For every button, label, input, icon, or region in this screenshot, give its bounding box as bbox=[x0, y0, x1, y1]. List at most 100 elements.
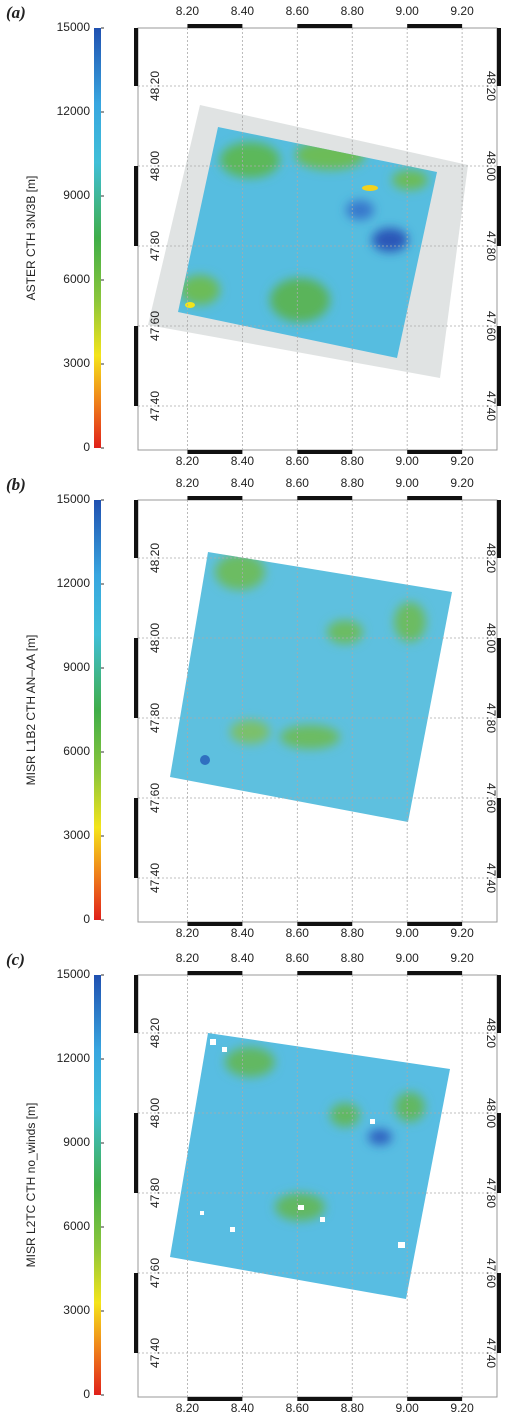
x-tick-label: 8.60 bbox=[286, 926, 310, 940]
frame-bar bbox=[497, 326, 501, 406]
y-tick-label: 48.20 bbox=[148, 1018, 162, 1048]
y-tick-label: 47.60 bbox=[484, 311, 498, 341]
colorbar bbox=[94, 500, 101, 920]
colorbar-tick-label: 6000 bbox=[63, 1219, 90, 1233]
frame-bar bbox=[297, 24, 353, 28]
panel-label: (a) bbox=[6, 3, 26, 22]
colorbar-tick-label: 12000 bbox=[57, 1051, 91, 1065]
y-tick-label: 47.40 bbox=[484, 863, 498, 893]
frame-bar bbox=[297, 450, 353, 454]
x-tick-label: 9.20 bbox=[450, 951, 474, 965]
y-tick-label: 47.80 bbox=[148, 1178, 162, 1208]
x-tick-label: 8.80 bbox=[341, 926, 365, 940]
colorbar-tick-label: 12000 bbox=[57, 104, 91, 118]
colorbar-tick-label: 0 bbox=[83, 440, 90, 454]
x-tick-label: 8.60 bbox=[286, 4, 310, 18]
y-tick-label: 48.00 bbox=[148, 1098, 162, 1128]
x-tick-label: 9.20 bbox=[450, 926, 474, 940]
frame-bar bbox=[407, 971, 463, 975]
colorbar-tick-label: 15000 bbox=[57, 20, 91, 34]
colorbar-tick-label: 9000 bbox=[63, 188, 90, 202]
x-tick-label: 8.20 bbox=[176, 926, 200, 940]
frame-bar bbox=[187, 24, 243, 28]
colorbar-tick-label: 9000 bbox=[63, 1135, 90, 1149]
cth-image bbox=[170, 552, 452, 822]
y-tick-label: 47.60 bbox=[484, 783, 498, 813]
cth-image bbox=[170, 1033, 450, 1299]
x-tick-label: 8.40 bbox=[231, 454, 255, 468]
colorbar bbox=[94, 28, 101, 448]
x-tick-label: 8.60 bbox=[286, 951, 310, 965]
x-tick-label: 8.80 bbox=[341, 476, 365, 490]
frame-bar bbox=[187, 496, 243, 500]
frame-bar bbox=[134, 166, 138, 246]
y-tick-label: 48.20 bbox=[484, 1018, 498, 1048]
frame-bar bbox=[407, 24, 463, 28]
y-tick-label: 48.00 bbox=[148, 151, 162, 181]
x-tick-label: 9.00 bbox=[396, 4, 420, 18]
x-tick-label: 8.80 bbox=[341, 1401, 365, 1415]
frame-bar bbox=[497, 975, 501, 1033]
x-tick-label: 8.40 bbox=[231, 476, 255, 490]
y-tick-label: 47.60 bbox=[148, 311, 162, 341]
colorbar-tick-label: 12000 bbox=[57, 576, 91, 590]
y-tick-label: 47.40 bbox=[148, 863, 162, 893]
frame-bar bbox=[134, 638, 138, 718]
colorbar-tick-label: 3000 bbox=[63, 1303, 90, 1317]
x-tick-label: 8.60 bbox=[286, 476, 310, 490]
x-tick-label: 9.00 bbox=[396, 454, 420, 468]
frame-bar bbox=[134, 500, 138, 558]
frame-bar bbox=[134, 798, 138, 878]
colorbar-tick-label: 9000 bbox=[63, 660, 90, 674]
frame-bar bbox=[497, 638, 501, 718]
colorbar-tick-label: 3000 bbox=[63, 356, 90, 370]
y-tick-label: 48.00 bbox=[484, 151, 498, 181]
y-tick-label: 48.20 bbox=[484, 71, 498, 101]
frame-bar bbox=[297, 496, 353, 500]
x-tick-label: 9.00 bbox=[396, 926, 420, 940]
y-tick-label: 48.00 bbox=[484, 1098, 498, 1128]
frame-bar bbox=[407, 1397, 463, 1401]
frame-bar bbox=[497, 1273, 501, 1353]
frame-bar bbox=[407, 450, 463, 454]
x-tick-label: 8.20 bbox=[176, 476, 200, 490]
frame-bar bbox=[497, 1113, 501, 1193]
y-tick-label: 47.40 bbox=[148, 391, 162, 421]
frame-bar bbox=[407, 496, 463, 500]
frame-bar bbox=[407, 922, 463, 926]
x-tick-label: 8.40 bbox=[231, 951, 255, 965]
y-tick-label: 48.20 bbox=[148, 71, 162, 101]
x-tick-label: 9.20 bbox=[450, 4, 474, 18]
y-tick-label: 47.80 bbox=[484, 1178, 498, 1208]
frame-bar bbox=[134, 28, 138, 86]
panel-label: (b) bbox=[6, 475, 26, 494]
x-tick-label: 8.40 bbox=[231, 1401, 255, 1415]
frame-bar bbox=[187, 1397, 243, 1401]
colorbar-tick-label: 15000 bbox=[57, 967, 91, 981]
frame-bar bbox=[134, 1113, 138, 1193]
panel: (b) MISR L1B2 CTH AN–AA [m] 0 3000 6000 9000 1… bbox=[6, 475, 501, 940]
colorbar-tick-label: 3000 bbox=[63, 828, 90, 842]
frame-bar bbox=[187, 922, 243, 926]
frame-bar bbox=[187, 971, 243, 975]
x-tick-label: 8.20 bbox=[176, 1401, 200, 1415]
x-tick-label: 8.20 bbox=[176, 951, 200, 965]
x-tick-label: 8.40 bbox=[231, 926, 255, 940]
y-tick-label: 47.80 bbox=[148, 231, 162, 261]
cth-image bbox=[178, 127, 437, 358]
frame-bar bbox=[134, 326, 138, 406]
frame-bar bbox=[187, 450, 243, 454]
panel-label: (c) bbox=[6, 950, 25, 969]
frame-bar bbox=[497, 166, 501, 246]
frame-bar bbox=[134, 1273, 138, 1353]
y-tick-label: 48.20 bbox=[484, 543, 498, 573]
x-tick-label: 8.80 bbox=[341, 4, 365, 18]
y-tick-label: 47.80 bbox=[484, 231, 498, 261]
y-tick-label: 47.40 bbox=[484, 391, 498, 421]
y-tick-label: 47.80 bbox=[484, 703, 498, 733]
colorbar-label: MISR L1B2 CTH AN–AA [m] bbox=[24, 635, 38, 786]
x-tick-label: 9.20 bbox=[450, 1401, 474, 1415]
frame-bar bbox=[497, 500, 501, 558]
x-tick-label: 8.80 bbox=[341, 951, 365, 965]
